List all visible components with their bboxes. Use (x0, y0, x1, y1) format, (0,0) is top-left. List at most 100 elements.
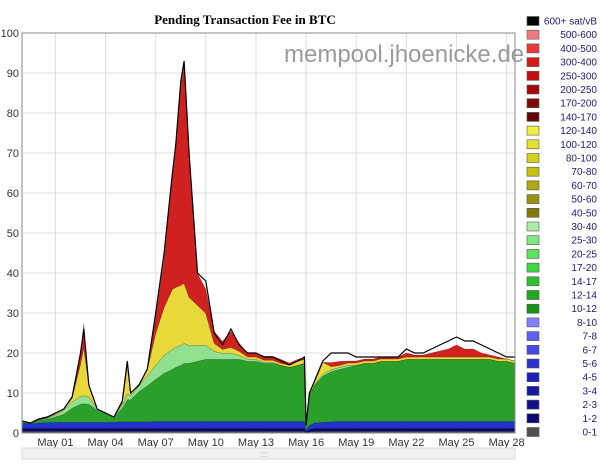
legend-label: 1-2 (583, 414, 598, 425)
legend-item[interactable]: 8-10 (526, 317, 597, 329)
y-tick-label: 50 (7, 228, 19, 240)
legend-item[interactable]: 1-2 (526, 413, 598, 425)
legend-label: 100-120 (560, 140, 597, 151)
legend-item[interactable]: 80-100 (526, 153, 598, 165)
legend-swatch (526, 399, 540, 410)
legend-swatch (526, 16, 540, 26)
legend-label: 12-14 (571, 291, 597, 302)
legend-item[interactable]: 300-400 (526, 57, 597, 69)
legend-item[interactable]: 200-250 (526, 84, 597, 96)
legend-item[interactable]: 250-300 (526, 71, 597, 82)
legend-label: 20-25 (571, 249, 597, 260)
legend-swatch (526, 276, 540, 287)
y-tick-label: 10 (7, 388, 19, 400)
legend-label: 7-8 (583, 332, 598, 343)
x-tick-label: May 22 (388, 437, 424, 449)
legend-label: 200-250 (560, 85, 597, 96)
legend-item[interactable]: 14-17 (526, 276, 597, 288)
legend-item[interactable]: 40-50 (526, 208, 597, 219)
legend-label: 400-500 (560, 44, 597, 55)
legend-item[interactable]: 500-600 (526, 29, 597, 41)
legend-swatch (526, 262, 540, 273)
legend-swatch (526, 125, 540, 136)
legend-swatch (526, 413, 540, 424)
legend-item[interactable]: 5-6 (526, 358, 598, 370)
total-line (21, 60, 515, 426)
y-tick-label: 100 (1, 28, 19, 40)
legend-label: 30-40 (571, 222, 597, 233)
legend-item[interactable]: 12-14 (526, 290, 597, 302)
legend-item[interactable]: 140-170 (526, 112, 597, 123)
legend-swatch (526, 372, 540, 383)
legend-swatch (526, 29, 540, 40)
legend-item[interactable]: 60-70 (526, 180, 597, 192)
legend-label: 80-100 (566, 154, 598, 165)
legend-item[interactable]: 25-30 (526, 235, 597, 247)
legend-swatch (526, 358, 540, 369)
legend-swatch (526, 112, 540, 122)
y-tick-label: 60 (7, 188, 19, 200)
legend-item[interactable]: 600+ sat/vB (526, 16, 597, 28)
legend-item[interactable]: 2-3 (526, 399, 597, 411)
y-tick-label: 90 (7, 68, 19, 80)
x-axis: May 01 May 04 May 07 May 10 May 13 May 16 May … (37, 437, 524, 449)
legend-label: 170-200 (560, 99, 597, 110)
legend-item[interactable]: 170-200 (526, 98, 597, 110)
legend-swatch (526, 57, 540, 67)
legend-label: 300-400 (560, 58, 597, 69)
total-fee-line (21, 60, 515, 426)
area-series-30-80 (21, 343, 516, 426)
legend-label: 140-170 (560, 112, 597, 123)
chart-title: Pending Transaction Fee in BTC (154, 12, 336, 27)
legend-label: 250-300 (560, 71, 597, 82)
y-tick-label: 0 (13, 428, 19, 440)
legend-swatch (526, 235, 540, 245)
legend-label: 14-17 (571, 277, 597, 288)
legend-label: 8-10 (577, 318, 597, 329)
legend-label: 600+ sat/vB (544, 17, 597, 28)
y-axis: 0 10 20 30 40 50 60 70 80 90 100 (1, 28, 19, 440)
y-tick-label: 80 (7, 108, 19, 120)
x-tick-label: May 13 (238, 437, 274, 449)
y-tick-label: 20 (7, 348, 19, 360)
y-tick-label: 30 (7, 308, 19, 320)
legend-swatch (526, 71, 540, 81)
legend-swatch (526, 43, 540, 54)
legend-label: 0-1 (583, 428, 598, 439)
legend-label: 5-6 (583, 359, 598, 370)
legend-item[interactable]: 6-7 (526, 344, 597, 356)
legend-item[interactable]: 0-1 (526, 427, 598, 439)
legend-swatch (526, 84, 540, 95)
legend-label: 17-20 (571, 263, 597, 274)
resize-handle[interactable]: ::: (21, 447, 516, 460)
legend-label: 70-80 (571, 167, 597, 178)
legend-label: 50-60 (571, 195, 597, 206)
legend-item[interactable]: 20-25 (526, 249, 597, 260)
legend-item[interactable]: 50-60 (526, 194, 597, 206)
x-tick-label: May 28 (489, 437, 525, 449)
legend-label: 10-12 (571, 304, 597, 315)
legend-item[interactable]: 120-140 (526, 125, 597, 137)
legend-item[interactable]: 17-20 (526, 262, 597, 274)
legend: 600+ sat/vB 500-600 400-500 300-400 250-300 2… (526, 16, 598, 439)
legend-item[interactable]: 3-4 (526, 386, 597, 397)
legend-item[interactable]: 10-12 (526, 303, 597, 315)
legend-item[interactable]: 100-120 (526, 139, 597, 151)
legend-swatch (526, 386, 540, 396)
legend-item[interactable]: 400-500 (526, 43, 597, 55)
area-layers (21, 63, 516, 434)
legend-label: 120-140 (560, 126, 597, 137)
legend-swatch (526, 180, 540, 191)
legend-item[interactable]: 70-80 (526, 166, 597, 178)
legend-item[interactable]: 4-5 (526, 372, 597, 384)
legend-swatch (526, 344, 540, 355)
legend-label: 60-70 (571, 181, 597, 192)
y-tick-label: 40 (7, 268, 19, 280)
legend-swatch (526, 221, 540, 232)
legend-label: 500-600 (560, 30, 597, 41)
legend-item[interactable]: 30-40 (526, 221, 597, 233)
y-tick-label: 70 (7, 148, 19, 160)
legend-swatch (526, 166, 540, 177)
legend-item[interactable]: 7-8 (526, 331, 598, 343)
legend-swatch (526, 208, 540, 218)
